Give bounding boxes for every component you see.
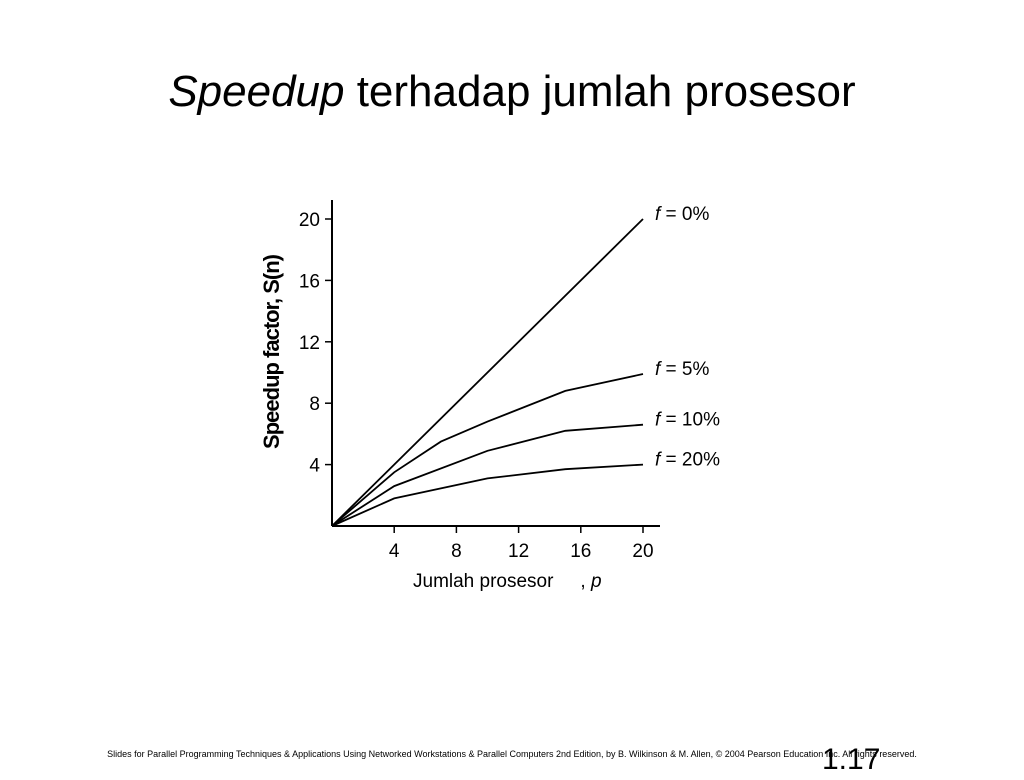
x-tick-label: 12: [508, 541, 529, 562]
slide-title-rest: terhadap jumlah prosesor: [344, 67, 856, 116]
x-axis-label-variable: p: [590, 571, 602, 592]
y-tick-label: 4: [309, 456, 320, 477]
series-labels: f = 0% f = 5% f = 10% f = 20%: [655, 204, 720, 471]
y-tick-label: 16: [299, 271, 320, 292]
x-tick-label: 16: [570, 541, 591, 562]
series-label: f = 20%: [655, 450, 720, 471]
x-axis-label: Jumlah prosesor, p: [413, 571, 602, 592]
slide-page-number: 1.17: [822, 743, 881, 776]
series-line: [331, 463, 644, 527]
x-axis-label-text: Jumlah prosesor: [413, 571, 554, 592]
y-tick-label: 20: [299, 210, 320, 231]
series-lines: [331, 218, 644, 527]
x-tick-label: 4: [389, 541, 400, 562]
chart-axes: [331, 200, 660, 527]
slide-title: Speedup terhadap jumlah prosesor: [0, 62, 1024, 122]
y-axis-label: Speedup factor, S(n): [259, 254, 284, 449]
series-label: f = 10%: [655, 410, 720, 431]
y-tick-label: 8: [309, 394, 320, 415]
series-label: f = 0%: [655, 204, 710, 225]
x-axis-label-separator: ,: [580, 571, 591, 592]
series-line: [331, 373, 644, 527]
x-tick-label: 20: [632, 541, 653, 562]
series-label: f = 5%: [655, 359, 710, 380]
slide-title-italic: Speedup: [168, 67, 345, 116]
y-tick-label: 12: [299, 333, 320, 354]
x-tick-label: 8: [451, 541, 462, 562]
x-ticks: 4 8 12 16 20: [389, 526, 654, 562]
y-ticks: 4 8 12 16 20: [299, 210, 332, 477]
slide-footer: Slides for Parallel Programming Techniqu…: [107, 749, 917, 759]
series-line: [331, 218, 644, 527]
series-line: [331, 423, 644, 527]
